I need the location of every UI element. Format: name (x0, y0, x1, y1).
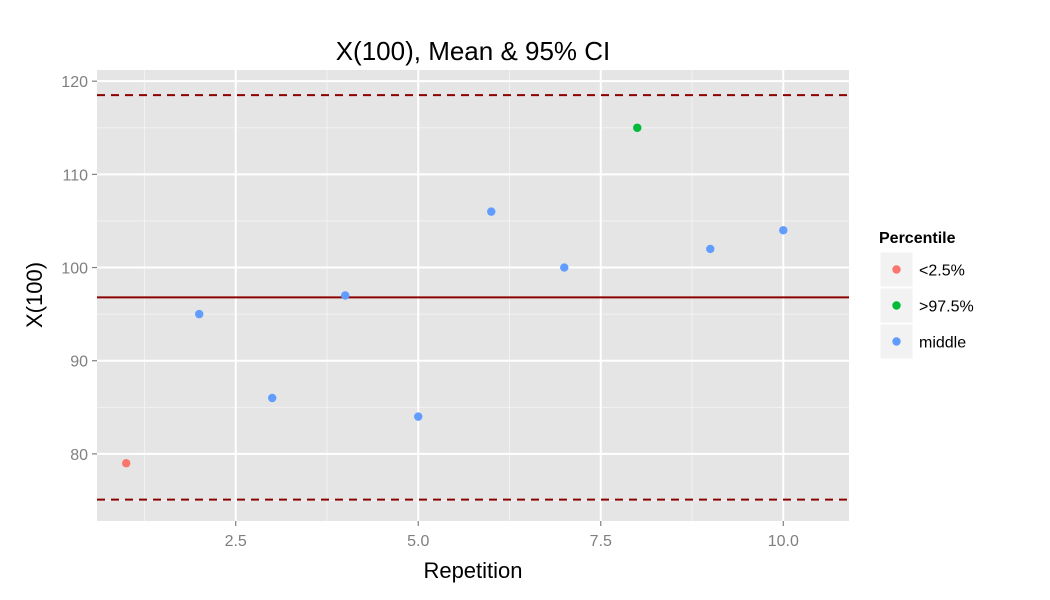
data-points (122, 123, 788, 468)
x-tick-label: 10.0 (768, 533, 799, 550)
x-axis: 2.5 5.0 7.5 10.0 (225, 521, 799, 550)
legend-title: Percentile (879, 230, 956, 247)
y-axis: 80 90 100 110 120 (61, 74, 97, 464)
x-tick-label: 5.0 (407, 533, 429, 550)
legend-key-point (892, 337, 901, 346)
data-point (706, 244, 715, 254)
minor-gridlines (97, 70, 849, 521)
major-gridlines (97, 70, 849, 521)
x-axis-title: Repetition (423, 558, 522, 583)
data-point (414, 412, 423, 421)
legend-key-point (892, 265, 901, 274)
data-point (268, 393, 277, 403)
legend-label: middle (919, 335, 966, 352)
data-point (195, 309, 204, 319)
legend-key-point (892, 301, 901, 310)
y-tick-label: 80 (70, 447, 88, 464)
plot-panel (97, 70, 849, 521)
legend-key (879, 323, 914, 360)
y-tick-label: 90 (70, 354, 88, 371)
legend-entries: <2.5% >97.5% middle (879, 251, 974, 360)
reference-lines (97, 94, 849, 501)
y-axis-title: X(100) (22, 262, 47, 328)
x-tick-label: 2.5 (225, 533, 247, 550)
data-point (122, 459, 131, 468)
legend-label: >97.5% (919, 299, 974, 316)
y-tick-label: 110 (62, 167, 88, 184)
data-point (633, 123, 642, 132)
y-tick-label: 100 (61, 261, 88, 278)
x-tick-label: 7.5 (590, 533, 612, 550)
y-tick-label: 120 (61, 74, 88, 91)
legend: Percentile <2.5% >97.5% middle (879, 230, 974, 360)
legend-label: <2.5% (919, 263, 965, 280)
data-point (341, 291, 350, 300)
data-point (779, 226, 788, 235)
data-point (487, 207, 496, 216)
data-point (560, 263, 569, 272)
chart-title: X(100), Mean & 95% CI (336, 36, 611, 66)
